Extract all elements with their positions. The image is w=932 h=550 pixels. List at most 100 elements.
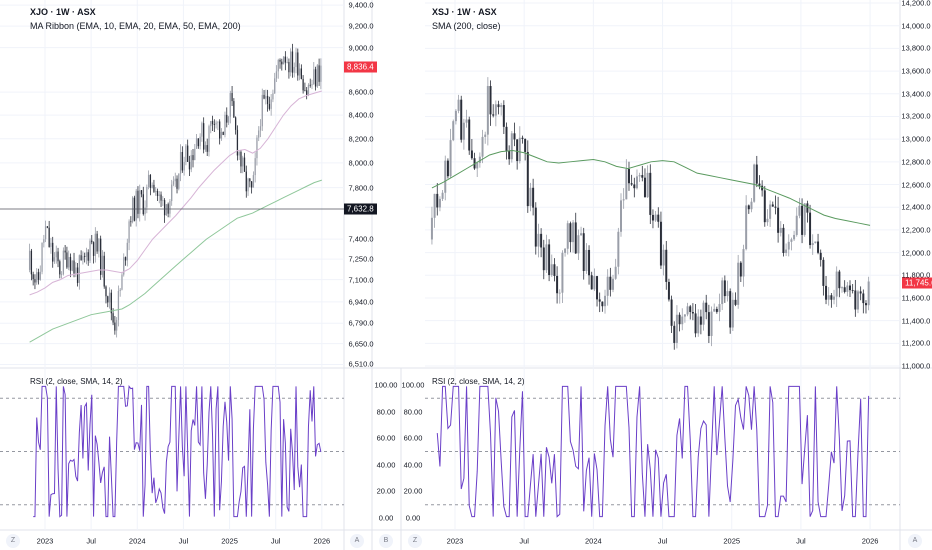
left-candle bbox=[238, 151, 240, 156]
right-candle bbox=[801, 205, 804, 235]
left-auto-scale-button[interactable]: A bbox=[350, 534, 364, 548]
right-candle bbox=[625, 169, 628, 200]
left-zoom-button[interactable]: Z bbox=[6, 534, 20, 548]
right-rsi-legend[interactable]: RSI (2, close, SMA, 14, 2) bbox=[432, 377, 525, 386]
right-candle bbox=[598, 299, 601, 302]
right-candle bbox=[497, 104, 500, 108]
right-price-tick: 12,600.0 bbox=[901, 180, 931, 189]
right-candle bbox=[838, 271, 841, 289]
left-candle bbox=[92, 242, 95, 256]
left-candle bbox=[100, 238, 102, 275]
right-candle bbox=[465, 119, 468, 123]
left-candle bbox=[37, 272, 40, 280]
right-candle bbox=[609, 276, 612, 290]
right-candle bbox=[809, 212, 812, 246]
right-candle bbox=[446, 160, 449, 177]
left-rsi-tick: 0.00 bbox=[378, 513, 394, 523]
left-ma-ribbon-legend[interactable]: MA Ribbon (EMA, 10, EMA, 20, EMA, 50, EM… bbox=[30, 21, 241, 31]
right-zoom-button[interactable]: Z bbox=[408, 534, 422, 548]
right-candle bbox=[470, 150, 473, 159]
left-candle bbox=[295, 52, 297, 67]
left-time-tick: 2023 bbox=[36, 536, 54, 546]
right-candle bbox=[452, 121, 455, 141]
left-candle bbox=[320, 65, 322, 82]
right-candle bbox=[686, 306, 689, 315]
right-candle bbox=[617, 231, 620, 267]
right-candle bbox=[699, 316, 702, 325]
left-candle bbox=[126, 242, 128, 261]
right-candle bbox=[803, 203, 806, 235]
right-candle bbox=[508, 151, 511, 160]
left-candle bbox=[55, 251, 57, 258]
right-candle bbox=[777, 207, 780, 233]
left-candle bbox=[73, 260, 75, 274]
left-candle bbox=[105, 286, 107, 297]
right-candle bbox=[574, 222, 577, 254]
right-sma-legend[interactable]: SMA (200, close) bbox=[432, 21, 501, 31]
left-candle bbox=[162, 200, 164, 201]
left-candle bbox=[252, 175, 255, 188]
right-candle bbox=[798, 205, 801, 216]
right-candle bbox=[683, 314, 686, 317]
right-auto-scale-button[interactable]: A bbox=[908, 534, 922, 548]
right-candle bbox=[835, 271, 838, 297]
left-candle bbox=[265, 95, 267, 99]
left-candle bbox=[91, 240, 93, 243]
left-candle bbox=[201, 123, 203, 137]
left-candle bbox=[293, 66, 295, 73]
right-candle bbox=[460, 99, 463, 140]
left-time-tick: 2024 bbox=[128, 536, 146, 546]
left-candle bbox=[307, 84, 310, 96]
right-symbol-title[interactable]: XSJ · 1W · ASX bbox=[432, 7, 497, 17]
left-candle bbox=[117, 290, 120, 321]
left-candle bbox=[313, 69, 315, 85]
right-candle bbox=[478, 156, 481, 163]
right-price-tick: 13,800.0 bbox=[901, 43, 931, 53]
left-candle bbox=[291, 51, 294, 73]
left-candle bbox=[268, 103, 271, 109]
left-candle bbox=[153, 184, 155, 192]
right-candle bbox=[457, 99, 460, 111]
left-rsi-legend[interactable]: RSI (2, close, SMA, 14, 2) bbox=[30, 377, 123, 386]
left-candle bbox=[131, 197, 134, 222]
left-candle bbox=[121, 274, 123, 290]
left-candle bbox=[210, 120, 212, 127]
left-candle bbox=[187, 145, 189, 162]
left-candle bbox=[282, 56, 285, 65]
right-price-tick: 12,800.0 bbox=[901, 157, 931, 167]
right-rsi-tick: 60.00 bbox=[403, 433, 423, 443]
left-ma200-line bbox=[29, 179, 322, 343]
right-candle bbox=[638, 175, 641, 177]
right-candle bbox=[854, 290, 857, 310]
left-candle bbox=[165, 204, 168, 216]
left-candle bbox=[243, 157, 246, 172]
right-candle bbox=[449, 140, 452, 177]
right-candle bbox=[825, 285, 828, 300]
right-candle bbox=[673, 325, 676, 343]
left-candle bbox=[213, 124, 215, 125]
right-candle bbox=[580, 233, 583, 236]
right-candle bbox=[841, 287, 844, 289]
left-b-button[interactable]: B bbox=[379, 534, 393, 548]
left-price-tick: 8,200.0 bbox=[348, 134, 374, 144]
left-candle bbox=[275, 71, 278, 79]
right-candle bbox=[697, 316, 700, 334]
left-candle bbox=[274, 78, 276, 94]
left-price-tick: 7,250.0 bbox=[348, 254, 374, 264]
right-time-tick: 2023 bbox=[446, 536, 464, 546]
left-symbol-title[interactable]: XJO · 1W · ASX bbox=[30, 7, 96, 17]
left-price-tick: 6,510.0 bbox=[348, 359, 374, 369]
right-candle bbox=[659, 221, 662, 266]
left-candle bbox=[300, 68, 302, 79]
right-candle bbox=[521, 137, 524, 139]
left-price-tick: 9,000.0 bbox=[348, 43, 374, 53]
right-candle bbox=[510, 133, 513, 160]
right-candle bbox=[819, 252, 822, 260]
right-candle bbox=[795, 215, 798, 235]
left-candle bbox=[137, 190, 139, 214]
left-candle bbox=[78, 255, 80, 283]
right-time-tick: 2026 bbox=[861, 536, 879, 546]
left-candle bbox=[82, 256, 84, 261]
left-candle bbox=[28, 250, 31, 270]
